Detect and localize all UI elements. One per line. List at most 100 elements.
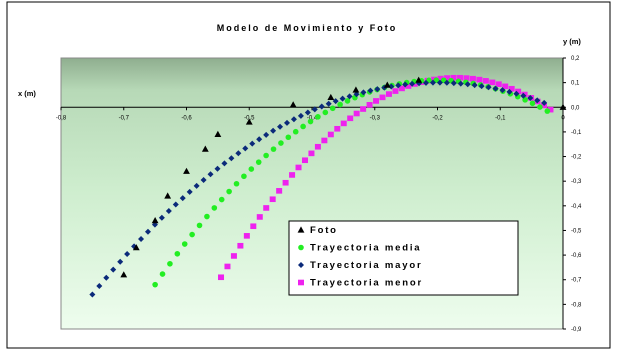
data-point: [347, 115, 354, 122]
data-point: [255, 159, 262, 165]
data-point: [278, 140, 284, 146]
data-point: [527, 94, 534, 101]
data-point: [340, 120, 347, 127]
data-point: [201, 145, 209, 152]
data-point: [366, 102, 373, 108]
data-point: [327, 93, 335, 101]
y-axis-label: y (m): [563, 37, 581, 46]
data-point: [226, 188, 232, 195]
data-point: [242, 145, 249, 152]
data-point: [485, 84, 492, 91]
y-tick-label: -0,4: [571, 204, 582, 210]
data-point: [269, 196, 276, 203]
data-point: [385, 91, 392, 97]
data-point: [321, 137, 328, 144]
data-point: [457, 80, 464, 87]
data-point: [450, 74, 457, 81]
data-point: [444, 75, 451, 81]
data-point: [334, 125, 341, 132]
legend-box: [288, 220, 519, 296]
data-point: [353, 91, 360, 98]
data-point: [295, 164, 302, 171]
data-point: [506, 88, 513, 95]
data-point: [270, 127, 277, 134]
axes: -0,8 -0,7 -0,6 -0,5 -0,4 -0,3 -0,2 -0,1 0 0,2 0,1 0…: [56, 56, 582, 333]
data-point: [537, 104, 543, 110]
data-point: [492, 85, 499, 92]
data-point: [437, 75, 444, 82]
data-point: [181, 241, 188, 247]
data-point: [189, 231, 195, 238]
data-point: [534, 97, 541, 104]
data-point: [392, 88, 399, 94]
data-point: [235, 150, 242, 157]
x-tick-label: 0: [561, 115, 565, 121]
data-point: [307, 118, 314, 125]
data-point: [204, 213, 210, 220]
data-point: [159, 271, 166, 277]
data-point: [110, 266, 117, 273]
data-point: [263, 152, 269, 159]
data-point: [383, 81, 391, 88]
data-point: [207, 171, 214, 178]
data-point: [522, 97, 528, 103]
data-point: [200, 176, 207, 183]
data-point: [544, 108, 551, 114]
data-point: [499, 87, 506, 94]
data-point: [367, 87, 374, 94]
data-point: [285, 134, 292, 141]
data-point: [277, 123, 284, 130]
y-tick-label: 0,0: [571, 105, 580, 111]
x-tick-label: -0,3: [370, 115, 381, 121]
data-point: [249, 140, 256, 147]
data-point: [436, 79, 443, 86]
data-point: [513, 90, 520, 97]
series-trayectoria-media: [152, 77, 551, 288]
data-point: [237, 242, 244, 249]
data-point: [559, 103, 567, 110]
data-point: [292, 128, 299, 135]
data-point: [276, 188, 283, 194]
data-point: [478, 83, 485, 90]
data-point: [395, 82, 402, 89]
data-point: [228, 155, 235, 162]
data-point: [179, 195, 186, 202]
data-point: [308, 150, 315, 157]
data-point: [515, 88, 522, 95]
data-point: [373, 98, 380, 104]
data-point: [300, 123, 306, 130]
data-point: [297, 112, 304, 119]
data-point: [144, 228, 151, 235]
data-point: [327, 131, 334, 138]
data-point: [282, 179, 289, 186]
data-point: [233, 180, 240, 187]
data-point: [167, 260, 173, 267]
y-tick-label: -0,8: [571, 302, 582, 308]
data-point: [409, 80, 416, 87]
data-point: [183, 167, 190, 174]
y-tick-label: -0,7: [571, 278, 582, 284]
data-point: [353, 110, 360, 117]
data-point: [218, 196, 225, 203]
data-point: [344, 98, 351, 104]
data-point: [346, 93, 353, 100]
data-point: [117, 258, 124, 265]
data-point: [152, 281, 158, 288]
data-point: [520, 92, 527, 99]
data-point: [172, 201, 179, 208]
data-point: [124, 250, 131, 257]
data-point: [301, 157, 308, 164]
data-point: [469, 75, 476, 82]
data-point: [164, 192, 172, 199]
data-point: [103, 274, 110, 281]
data-point: [283, 119, 290, 126]
data-point: [457, 74, 464, 81]
data-point: [263, 131, 270, 138]
data-point: [463, 75, 470, 81]
data-point: [263, 205, 270, 211]
data-point: [374, 86, 381, 93]
legend-label: Trayectoria media: [310, 243, 421, 254]
data-point: [360, 89, 367, 96]
data-point: [96, 283, 103, 290]
y-tick-label: -0,1: [571, 130, 582, 136]
